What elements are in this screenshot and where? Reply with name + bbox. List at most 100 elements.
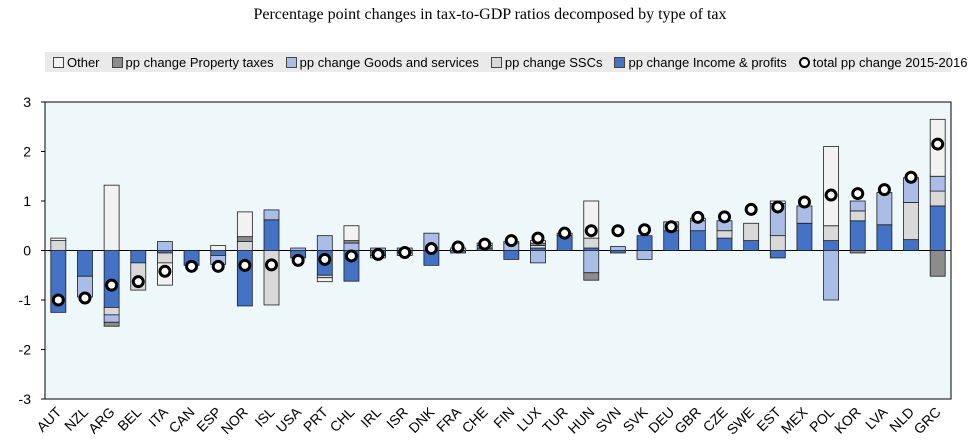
y-tick-label: 2 bbox=[23, 144, 31, 160]
x-tick-label: EST bbox=[753, 403, 784, 434]
legend-swatch bbox=[614, 56, 626, 68]
total-marker bbox=[51, 293, 65, 307]
bar-segment bbox=[823, 250, 839, 301]
bar-segment bbox=[210, 250, 227, 256]
total-marker bbox=[318, 252, 332, 266]
x-tick-label: CAN bbox=[165, 404, 197, 436]
y-tick-label: -1 bbox=[19, 292, 32, 308]
total-marker bbox=[131, 275, 145, 289]
bar-segment bbox=[316, 235, 333, 251]
bar-segment bbox=[796, 205, 813, 224]
bar-segment bbox=[743, 222, 760, 241]
bar-segment bbox=[530, 250, 546, 264]
total-marker bbox=[398, 245, 412, 259]
y-tick-label: -3 bbox=[19, 391, 32, 407]
legend-item: pp change Goods and services bbox=[285, 54, 479, 70]
bar-segment bbox=[823, 146, 839, 227]
x-tick-label: FRA bbox=[433, 403, 465, 435]
legend-label: pp change Goods and services bbox=[299, 54, 479, 70]
legend-swatch bbox=[490, 56, 502, 68]
bar-segment bbox=[663, 230, 680, 251]
x-tick-label: PRT bbox=[300, 403, 331, 434]
total-marker bbox=[638, 223, 652, 237]
bar-segment bbox=[263, 219, 280, 251]
legend: Other pp change Property taxes pp change G… bbox=[45, 52, 967, 72]
legend-item: pp change Income & profits bbox=[614, 55, 787, 70]
total-marker bbox=[451, 240, 465, 254]
bar-segment bbox=[343, 242, 360, 251]
x-tick-label: NZL bbox=[61, 404, 91, 434]
x-tick-label: HUN bbox=[565, 404, 598, 437]
legend-swatch bbox=[798, 56, 810, 68]
x-tick-label: LVA bbox=[862, 403, 891, 432]
bar-segment bbox=[769, 250, 786, 259]
total-marker bbox=[691, 210, 705, 224]
bar-segment bbox=[290, 247, 307, 251]
total-marker bbox=[664, 220, 678, 234]
x-tick-label: GRC bbox=[910, 404, 943, 437]
total-marker bbox=[824, 188, 838, 202]
legend-item: Other bbox=[53, 55, 100, 70]
x-tick-label: DEU bbox=[645, 404, 677, 436]
bar-segment bbox=[236, 211, 253, 238]
legend-item: total pp change 2015-2016 bbox=[798, 55, 967, 70]
total-marker bbox=[851, 187, 865, 201]
bar-segment bbox=[263, 209, 280, 221]
total-marker bbox=[904, 170, 918, 184]
bar-segment bbox=[769, 235, 786, 251]
bar-segment bbox=[636, 235, 653, 251]
bar-segment bbox=[610, 246, 626, 251]
bar-segment bbox=[583, 250, 600, 274]
bar-segment bbox=[236, 236, 253, 242]
bar-segment bbox=[343, 225, 360, 241]
legend-swatch bbox=[53, 56, 64, 68]
bar-segment bbox=[103, 184, 120, 251]
y-tick-label: 1 bbox=[23, 193, 31, 209]
total-marker bbox=[718, 210, 731, 224]
bar-segment bbox=[103, 307, 120, 316]
bar-segment bbox=[157, 241, 173, 251]
x-tick-label: DNK bbox=[405, 403, 438, 436]
x-tick-label: LUX bbox=[514, 403, 545, 434]
bar-segment bbox=[50, 240, 67, 251]
chart-title: Percentage point changes in tax-to-GDP r… bbox=[253, 6, 727, 23]
x-tick-label: FIN bbox=[490, 404, 517, 431]
bar-segment bbox=[849, 200, 866, 212]
x-tick-label: SVK bbox=[620, 403, 652, 435]
bar-segment bbox=[636, 250, 653, 260]
bar-segment bbox=[743, 240, 760, 251]
bar-segment bbox=[103, 314, 120, 323]
total-marker bbox=[211, 259, 225, 273]
total-marker bbox=[265, 258, 278, 272]
x-tick-label: TUR bbox=[539, 404, 571, 436]
x-tick-label: POL bbox=[806, 404, 837, 435]
bar-segment bbox=[796, 222, 813, 251]
x-tick-label: CHE bbox=[459, 404, 491, 436]
x-tick-label: BEL bbox=[114, 404, 144, 434]
bar-segment bbox=[823, 240, 839, 251]
bar-segment bbox=[316, 277, 333, 283]
total-marker bbox=[584, 224, 598, 238]
legend-label: pp change Property taxes bbox=[125, 54, 274, 70]
bar-segment bbox=[689, 230, 706, 251]
legend-item: pp change SSCs bbox=[490, 55, 602, 70]
x-tick-label: SWE bbox=[723, 404, 757, 438]
bar-segment bbox=[903, 239, 919, 251]
total-marker bbox=[238, 258, 252, 272]
y-tick-label: -2 bbox=[19, 342, 32, 358]
x-tick-label: GBR bbox=[671, 404, 704, 437]
total-marker bbox=[478, 237, 492, 251]
total-marker bbox=[344, 249, 358, 263]
x-tick-label: CHL bbox=[326, 404, 357, 435]
bar-segment bbox=[503, 250, 520, 260]
x-tick-label: MEX bbox=[778, 403, 811, 436]
legend-item: pp change Property taxes bbox=[111, 54, 274, 70]
total-marker bbox=[611, 224, 625, 238]
bar-segment bbox=[876, 224, 893, 251]
total-marker bbox=[771, 200, 785, 214]
total-marker bbox=[531, 231, 545, 245]
x-tick-label: ESP bbox=[193, 404, 224, 435]
bar-segment bbox=[823, 225, 839, 241]
bar-segment bbox=[716, 230, 733, 239]
